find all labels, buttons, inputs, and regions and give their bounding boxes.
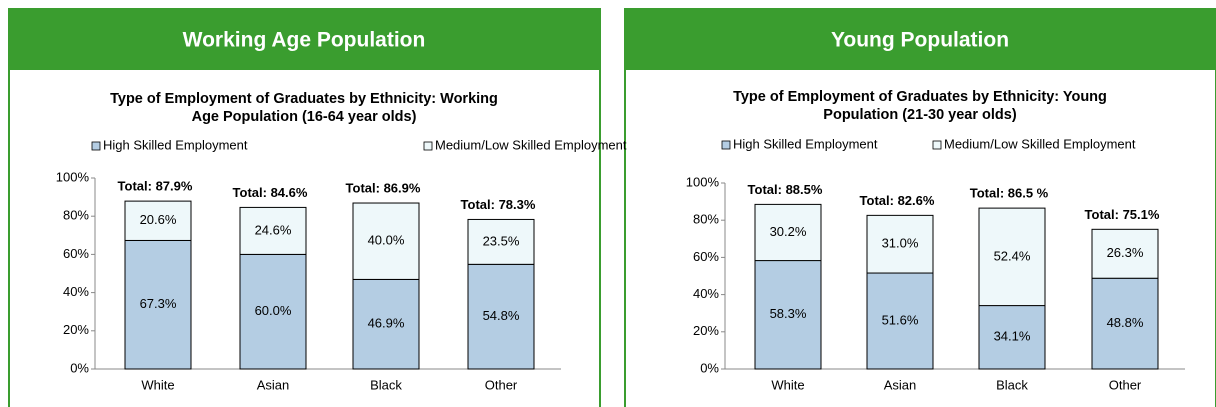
y-tick-label: 0% [70,360,89,375]
legend-swatch [91,141,101,151]
chart-title: Type of Employment of Graduates by Ethni… [110,91,498,107]
bar-segment [352,278,420,370]
bar-segment [1091,228,1159,279]
bar-segment [124,200,192,241]
bar-segment [467,218,535,265]
value-label: 67.3% [140,296,177,311]
value-label: 40.0% [368,233,405,248]
y-tick-label: 20% [693,323,719,338]
total-label: Total: 87.9% [118,179,193,194]
x-tick-label: White [771,377,804,392]
bar-segment [1091,277,1159,370]
value-label: 26.3% [1107,245,1144,260]
y-tick-label: 60% [63,246,89,261]
total-label: Total: 86.5 % [970,186,1049,201]
x-tick-label: White [141,377,174,392]
total-label: Total: 78.3% [461,197,536,212]
x-tick-label: Other [485,377,518,392]
x-tick-label: Black [370,377,402,392]
total-label: Total: 84.6% [233,185,308,200]
value-label: 58.3% [770,306,807,321]
y-tick-label: 0% [700,360,719,375]
y-tick-label: 40% [63,284,89,299]
bar-segment [978,207,1046,307]
value-label: 60.0% [255,303,292,318]
panel-header [625,9,1216,70]
x-tick-label: Asian [884,377,917,392]
value-label: 51.6% [882,312,919,327]
legend-swatch [423,141,433,151]
x-tick-label: Black [996,377,1028,392]
legend-swatch [932,140,942,150]
value-label: 46.9% [368,316,405,331]
legend-swatch [721,140,731,150]
x-tick-label: Other [1109,377,1142,392]
y-tick-label: 100% [56,169,90,184]
total-label: Total: 88.5% [748,182,823,197]
y-tick-label: 100% [686,174,720,189]
bar-segment [754,203,822,262]
bar-segment [467,263,535,370]
value-label: 30.2% [770,224,807,239]
value-label: 24.6% [255,222,292,237]
bar-segment [866,214,934,274]
value-label: 54.8% [483,308,520,323]
value-label: 31.0% [882,236,919,251]
x-tick-label: Asian [257,377,290,392]
legend-label: Medium/Low Skilled Employment [944,136,1136,151]
total-label: Total: 86.9% [346,180,421,195]
y-tick-label: 80% [63,208,89,223]
value-label: 52.4% [994,248,1031,263]
bar-segment [124,239,192,370]
panel-title: Young Population [831,29,1009,52]
bar-segment [239,206,307,255]
value-label: 48.8% [1107,315,1144,330]
bar-segment [239,253,307,370]
total-label: Total: 82.6% [860,193,935,208]
legend-label: Medium/Low Skilled Employment [435,137,627,152]
chart-title: Type of Employment of Graduates by Ethni… [733,89,1107,105]
value-label: 20.6% [140,212,177,227]
value-label: 23.5% [483,233,520,248]
legend-label: High Skilled Employment [733,136,878,151]
y-tick-label: 40% [693,286,719,301]
panel-title: Working Age Population [183,29,426,52]
y-tick-label: 60% [693,249,719,264]
panel-header [9,9,600,70]
chart-title: Age Population (16-64 year olds) [192,109,417,125]
total-label: Total: 75.1% [1085,207,1160,222]
bar-segment [352,202,420,280]
chart-title: Population (21-30 year olds) [823,107,1017,123]
y-tick-label: 80% [693,212,719,227]
bar-segment [978,305,1046,370]
value-label: 34.1% [994,329,1031,344]
legend-label: High Skilled Employment [103,137,248,152]
y-tick-label: 20% [63,322,89,337]
